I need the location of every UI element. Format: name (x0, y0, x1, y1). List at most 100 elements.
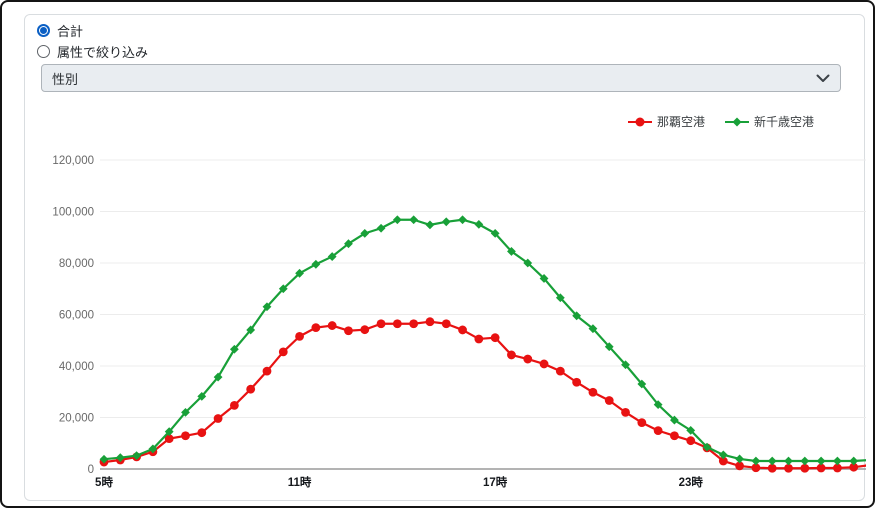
data-point-diamond (164, 427, 174, 437)
data-point-circle (751, 463, 761, 473)
y-tick-label: 40,000 (59, 361, 94, 373)
data-point-circle (653, 426, 663, 436)
legend-marker-diamond-icon (724, 117, 749, 126)
data-point-diamond (653, 400, 663, 410)
data-point-circle (181, 431, 190, 441)
data-point-circle (376, 319, 386, 329)
data-point-circle (539, 359, 549, 369)
data-point-diamond (115, 453, 125, 463)
data-point-circle (262, 366, 272, 376)
data-point-diamond (458, 215, 467, 225)
data-point-circle (344, 326, 353, 336)
legend-item-shinchitose[interactable]: 新千歳空港 (724, 113, 814, 130)
data-point-diamond (637, 379, 647, 389)
series-line-diamond (103, 218, 871, 463)
series-line-circle (103, 320, 871, 470)
attribute-select[interactable]: 性別 (41, 64, 841, 92)
data-point-diamond (148, 444, 158, 454)
data-point-circle (458, 325, 467, 335)
data-point-circle (425, 317, 435, 327)
data-point-diamond (246, 325, 256, 335)
y-tick-label: 80,000 (59, 258, 94, 270)
chart-legend: 那覇空港 新千歳空港 (627, 113, 814, 130)
data-point-circle (686, 436, 696, 446)
data-point-diamond (718, 450, 728, 460)
data-point-diamond (800, 456, 810, 466)
radio-filter-by-attribute[interactable]: 属性で絞り込み (37, 41, 148, 62)
data-point-diamond (213, 372, 223, 382)
data-point-circle (213, 414, 223, 423)
data-point-diamond (784, 456, 793, 466)
legend-item-naha[interactable]: 那覇空港 (627, 113, 705, 130)
y-tick-label: 60,000 (59, 310, 94, 322)
data-point-circle (523, 354, 533, 364)
data-point-circle (164, 434, 174, 444)
data-point-diamond (425, 220, 435, 230)
data-point-circle (490, 333, 500, 343)
chevron-down-icon (816, 74, 830, 82)
data-point-circle (784, 463, 793, 473)
radio-unselected-icon[interactable] (37, 45, 50, 58)
data-point-diamond (767, 456, 777, 466)
data-point-circle (311, 323, 321, 333)
data-point-circle (621, 407, 630, 417)
data-point-circle (849, 462, 859, 472)
data-point-diamond (376, 223, 386, 233)
data-point-diamond (441, 217, 451, 227)
y-tick-label: 120,000 (52, 155, 94, 167)
filter-radio-group: 合計 属性で絞り込み (37, 20, 148, 62)
data-point-circle (246, 384, 256, 394)
y-tick-label: 20,000 (59, 413, 94, 425)
data-point-diamond (262, 302, 272, 312)
data-point-circle (588, 387, 598, 397)
radio-total-label: 合計 (57, 24, 84, 39)
data-point-diamond (181, 407, 190, 417)
x-tick-label: 17時 (483, 475, 508, 489)
data-point-diamond (99, 454, 109, 464)
data-point-diamond (507, 247, 516, 256)
x-tick-label: 11時 (288, 475, 312, 489)
radio-total[interactable]: 合計 (37, 20, 148, 41)
line-chart-area[interactable]: 0 20,000 40,000 60,000 80,000 100,000 120,000 5… (30, 134, 875, 496)
content-panel: 合計 属性で絞り込み 性別 那覇空港 (24, 14, 875, 501)
radio-attribute-label: 属性で絞り込み (57, 45, 149, 60)
data-point-circle (604, 396, 614, 405)
data-point-diamond (490, 228, 500, 238)
data-point-diamond (539, 274, 549, 283)
radio-selected-icon[interactable] (37, 24, 50, 37)
data-point-circle (833, 463, 842, 473)
data-point-diamond (751, 456, 761, 466)
data-point-diamond (588, 324, 598, 334)
legend-label-naha: 那覇空港 (656, 115, 705, 129)
data-point-diamond (360, 228, 370, 238)
data-point-circle (718, 456, 728, 466)
data-point-circle (474, 334, 484, 344)
data-point-diamond (344, 239, 353, 249)
line-chart[interactable]: 0 20,000 40,000 60,000 80,000 100,000 120,000 5… (30, 134, 875, 496)
data-point-circle (735, 461, 745, 471)
data-point-diamond (816, 456, 826, 466)
data-point-diamond (197, 391, 207, 401)
y-tick-label: 100,000 (52, 207, 94, 219)
data-point-diamond (833, 456, 842, 466)
data-point-circle (409, 319, 419, 329)
data-point-circle (555, 366, 565, 376)
data-point-circle (229, 400, 239, 410)
data-point-circle (327, 321, 337, 330)
data-point-circle (572, 377, 582, 387)
x-tick-label: 5時 (95, 475, 113, 489)
legend-label-shinchitose: 新千歳空港 (753, 115, 814, 129)
data-point-circle (637, 418, 647, 428)
data-point-circle (507, 350, 516, 360)
data-point-diamond (686, 425, 696, 435)
data-point-diamond (735, 454, 745, 464)
data-point-diamond (670, 415, 679, 425)
data-point-diamond (474, 219, 484, 229)
data-point-diamond (621, 360, 630, 370)
data-point-circle (670, 431, 679, 441)
attribute-select-value: 性別 (52, 71, 79, 87)
data-point-circle (197, 428, 207, 438)
data-point-diamond (311, 259, 321, 269)
data-point-circle (441, 319, 451, 329)
